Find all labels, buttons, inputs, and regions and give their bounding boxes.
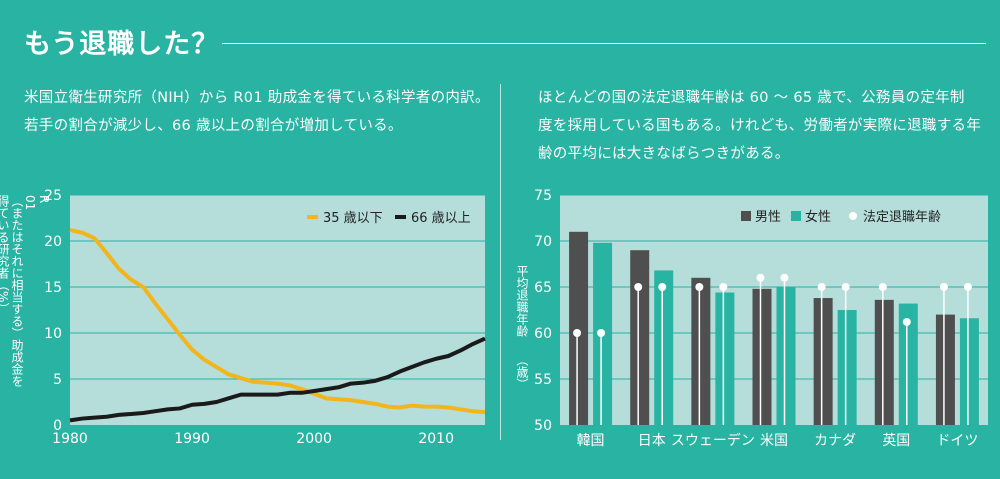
bar-female: [837, 310, 857, 425]
series-line-under-35: [69, 228, 486, 415]
y-axis-label: 得ている研究者（%）: [0, 194, 10, 315]
y-tick-label: 0: [53, 418, 62, 434]
y-tick-label: 70: [534, 234, 552, 250]
x-category-label: 米国: [760, 433, 788, 449]
statutory-marker: [841, 283, 850, 291]
bar-male: [569, 231, 589, 425]
bar-female: [654, 270, 674, 425]
left-description-line: 米国立衛生研究所（NIH）から R01 助成金を得ている科学者の内訳。: [24, 90, 490, 106]
title-rule: [222, 43, 986, 44]
y-axis-label: R: [37, 195, 51, 203]
y-tick-label: 20: [44, 234, 62, 250]
y-tick-label: 60: [534, 326, 552, 342]
column-divider: [500, 84, 501, 440]
bar-female: [715, 292, 735, 425]
plot-area: [560, 195, 988, 425]
bar-male: [874, 299, 894, 425]
bar-female: [898, 303, 918, 425]
right-description: ほとんどの国の法定退職年齢は 60 ～ 65 歳で、公務員の定年制 度を採用して…: [538, 84, 990, 168]
legend-swatch-male: [741, 211, 751, 221]
statutory-marker: [780, 273, 789, 282]
plot-area: [70, 195, 485, 425]
x-category-label: 韓国: [577, 433, 605, 449]
y-tick-label: 25: [44, 188, 62, 204]
left-description: 米国立衛生研究所（NIH）から R01 助成金を得ている科学者の内訳。 若手の割…: [24, 84, 494, 140]
page-title: もう退職した？: [24, 29, 220, 60]
statutory-marker: [963, 283, 972, 291]
bar-male: [752, 288, 772, 425]
x-tick-label: 1990: [174, 431, 210, 447]
statutory-marker: [695, 283, 704, 291]
statutory-marker: [878, 283, 887, 291]
x-tick-label: 1980: [52, 431, 88, 447]
x-tick-label: 2010: [418, 431, 454, 447]
right-description-line: ほとんどの国の法定退職年齢は 60 ～ 65 歳で、公務員の定年制: [538, 90, 965, 106]
bar-female: [776, 287, 796, 425]
y-axis-label: （またはそれに相当する）助成金を: [10, 195, 24, 387]
x-tick-label: 2000: [296, 431, 332, 447]
x-category-label: 英国: [882, 432, 910, 449]
x-category-label: 日本: [638, 433, 666, 449]
bar-male: [813, 298, 833, 425]
left-description-line: 若手の割合が減少し、66 歳以上の割合が増加している。: [24, 118, 403, 134]
bar-male: [630, 250, 650, 425]
y-tick-label: 15: [44, 280, 62, 296]
statutory-marker: [902, 317, 911, 326]
y-tick-label: 5: [53, 372, 62, 388]
x-category-label: ドイツ: [936, 433, 978, 449]
legend-label: 35 歳以下: [323, 211, 383, 226]
legend-label: 法定退職年齢: [863, 210, 941, 225]
legend-label: 男性: [755, 210, 781, 225]
right-description-line: 齢の平均には大きなばらつきがある。: [538, 146, 790, 162]
y-tick-label: 10: [44, 326, 62, 342]
series-line-over-66: [69, 336, 486, 423]
y-axis-label: 平均退職年齢: [515, 265, 529, 337]
legend-swatch-statutory: [849, 212, 857, 220]
y-tick-label: 75: [534, 188, 552, 204]
x-category-label: カナダ: [814, 433, 856, 449]
bar-female: [959, 318, 979, 425]
statutory-marker: [597, 329, 606, 337]
statutory-marker: [634, 283, 643, 291]
statutory-marker: [658, 283, 667, 291]
legend-swatch-female: [791, 211, 801, 221]
y-axis-label: （歳）: [515, 354, 529, 390]
y-tick-label: 65: [534, 280, 552, 296]
legend-label: 女性: [805, 209, 831, 225]
bar-male: [691, 277, 711, 425]
statutory-marker: [939, 283, 948, 291]
statutory-marker: [573, 329, 582, 337]
right-description-line: 度を採用している国もある。けれども、労働者が実際に退職する年: [538, 118, 982, 134]
statutory-marker: [719, 283, 728, 291]
statutory-marker: [756, 273, 765, 282]
x-category-label: スウェーデン: [671, 432, 755, 449]
legend-label: 66 歳以上: [411, 211, 471, 226]
bar-male: [935, 314, 955, 425]
y-tick-label: 55: [534, 372, 552, 388]
y-tick-label: 50: [534, 418, 552, 434]
y-axis-label: 01: [23, 195, 37, 210]
statutory-marker: [817, 283, 826, 291]
